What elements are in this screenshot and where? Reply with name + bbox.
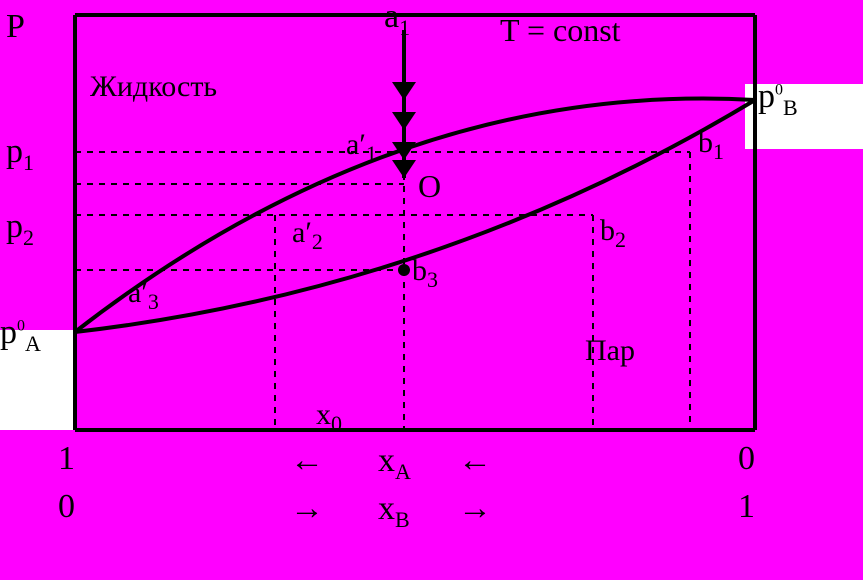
row-xa-left: 1 (58, 442, 75, 476)
arrow-left-2: ← (458, 444, 492, 478)
label-b2: b2 (600, 216, 626, 251)
label-a3p: a′3 (128, 278, 159, 313)
label-b3: b3 (412, 256, 438, 291)
label-liquid: Жидкость (90, 72, 217, 102)
label-b1: b1 (698, 128, 724, 163)
arrow-right-1: → (290, 492, 324, 526)
arrow-right-2: → (458, 492, 492, 526)
label-p2: p2 (6, 210, 34, 249)
label-a1p: a′1 (346, 130, 377, 165)
label-O: O (418, 170, 441, 202)
label-xA: xA (378, 444, 411, 483)
label-P: P (6, 10, 25, 44)
row-xb-right: 1 (738, 490, 755, 524)
label-xB: xB (378, 492, 410, 531)
row-xb-left: 0 (58, 490, 75, 524)
label-pA: p0A (0, 316, 41, 355)
label-a1: a1 (384, 0, 410, 39)
label-Tconst: T = const (500, 14, 621, 46)
label-x0: x0 (316, 400, 342, 435)
label-a2p: a′2 (292, 218, 323, 253)
label-p1: p1 (6, 135, 34, 174)
label-vapor: Пар (585, 336, 635, 366)
arrow-left-1: ← (290, 444, 324, 478)
row-xa-right: 0 (738, 442, 755, 476)
label-pB: p0B (758, 80, 798, 119)
